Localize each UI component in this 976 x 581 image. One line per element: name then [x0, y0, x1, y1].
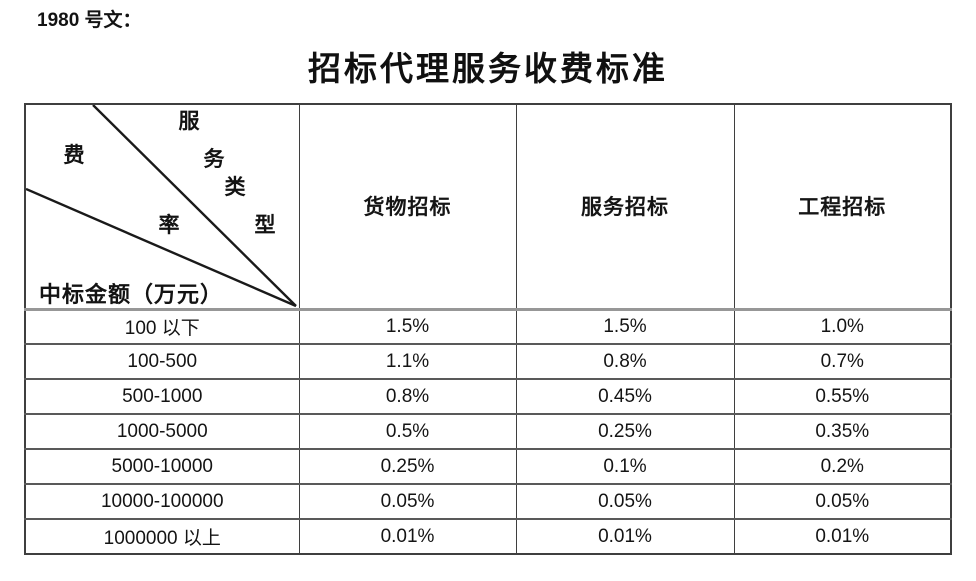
column-header-engineering: 工程招标 [733, 104, 951, 309]
goods-rate-cell: 0.25% [298, 448, 516, 484]
table-row: 500-1000 0.8% 0.45% 0.55% [24, 378, 951, 414]
corner-type-label-char: 型 [254, 213, 276, 237]
corner-type-label-char: 服 [178, 109, 200, 133]
amount-range-cell: 5000-10000 [24, 448, 299, 484]
table-row: 100 以下 1.5% 1.5% 1.0% [24, 307, 951, 344]
service-rate-cell: 0.8% [515, 343, 734, 379]
goods-rate-cell: 0.05% [298, 483, 516, 519]
service-rate-cell: 0.05% [515, 483, 734, 519]
diagonal-corner-content: 服 务 类 型 费 率 中标金额（万元） [26, 105, 299, 308]
engineering-rate-cell: 0.35% [733, 413, 951, 449]
corner-amount-label: 中标金额（万元） [39, 282, 224, 307]
page-title: 招标代理服务收费标准 [308, 52, 668, 88]
goods-rate-cell: 0.5% [298, 413, 516, 449]
amount-range-cell: 10000-100000 [24, 483, 299, 519]
table-header-row: 服 务 类 型 费 率 中标金额（万元） 货物招标 服务招标 工程招标 [24, 104, 951, 309]
diagonal-corner-header-cell: 服 务 类 型 费 率 中标金额（万元） [24, 104, 299, 309]
amount-range-cell: 100 以下 [24, 307, 299, 344]
engineering-rate-cell: 0.01% [733, 518, 951, 554]
engineering-rate-cell: 0.2% [733, 448, 951, 484]
table-row: 1000000 以上 0.01% 0.01% 0.01% [24, 518, 951, 554]
engineering-rate-cell: 0.55% [733, 378, 951, 414]
corner-rate-label-char: 率 [158, 213, 180, 237]
service-rate-cell: 0.25% [515, 413, 734, 449]
service-rate-cell: 0.1% [515, 448, 734, 484]
fee-standard-table: 服 务 类 型 费 率 中标金额（万元） 货物招标 服务招标 工程招标 100 … [24, 103, 952, 555]
engineering-rate-cell: 1.0% [733, 307, 951, 344]
goods-rate-cell: 0.8% [298, 378, 516, 414]
engineering-rate-cell: 0.7% [733, 343, 951, 379]
engineering-rate-cell: 0.05% [733, 483, 951, 519]
amount-range-cell: 1000-5000 [24, 413, 299, 449]
table-row: 100-500 1.1% 0.8% 0.7% [24, 343, 951, 379]
goods-rate-cell: 1.1% [298, 343, 516, 379]
corner-type-label-char: 务 [203, 147, 225, 171]
column-header-service: 服务招标 [515, 104, 734, 309]
corner-rate-label-char: 费 [63, 143, 85, 167]
amount-range-cell: 100-500 [24, 343, 299, 379]
service-rate-cell: 0.01% [515, 518, 734, 554]
document-reference: 1980 号文： [37, 10, 142, 31]
diagonal-split-lines [26, 105, 297, 308]
goods-rate-cell: 0.01% [298, 518, 516, 554]
goods-rate-cell: 1.5% [298, 307, 516, 344]
table-row: 5000-10000 0.25% 0.1% 0.2% [24, 448, 951, 484]
amount-range-cell: 1000000 以上 [24, 518, 299, 554]
table-row: 1000-5000 0.5% 0.25% 0.35% [24, 413, 951, 449]
column-header-goods: 货物招标 [298, 104, 516, 309]
service-rate-cell: 0.45% [515, 378, 734, 414]
corner-type-label-char: 类 [224, 175, 246, 199]
amount-range-cell: 500-1000 [24, 378, 299, 414]
table-row: 10000-100000 0.05% 0.05% 0.05% [24, 483, 951, 519]
service-rate-cell: 1.5% [515, 307, 734, 344]
